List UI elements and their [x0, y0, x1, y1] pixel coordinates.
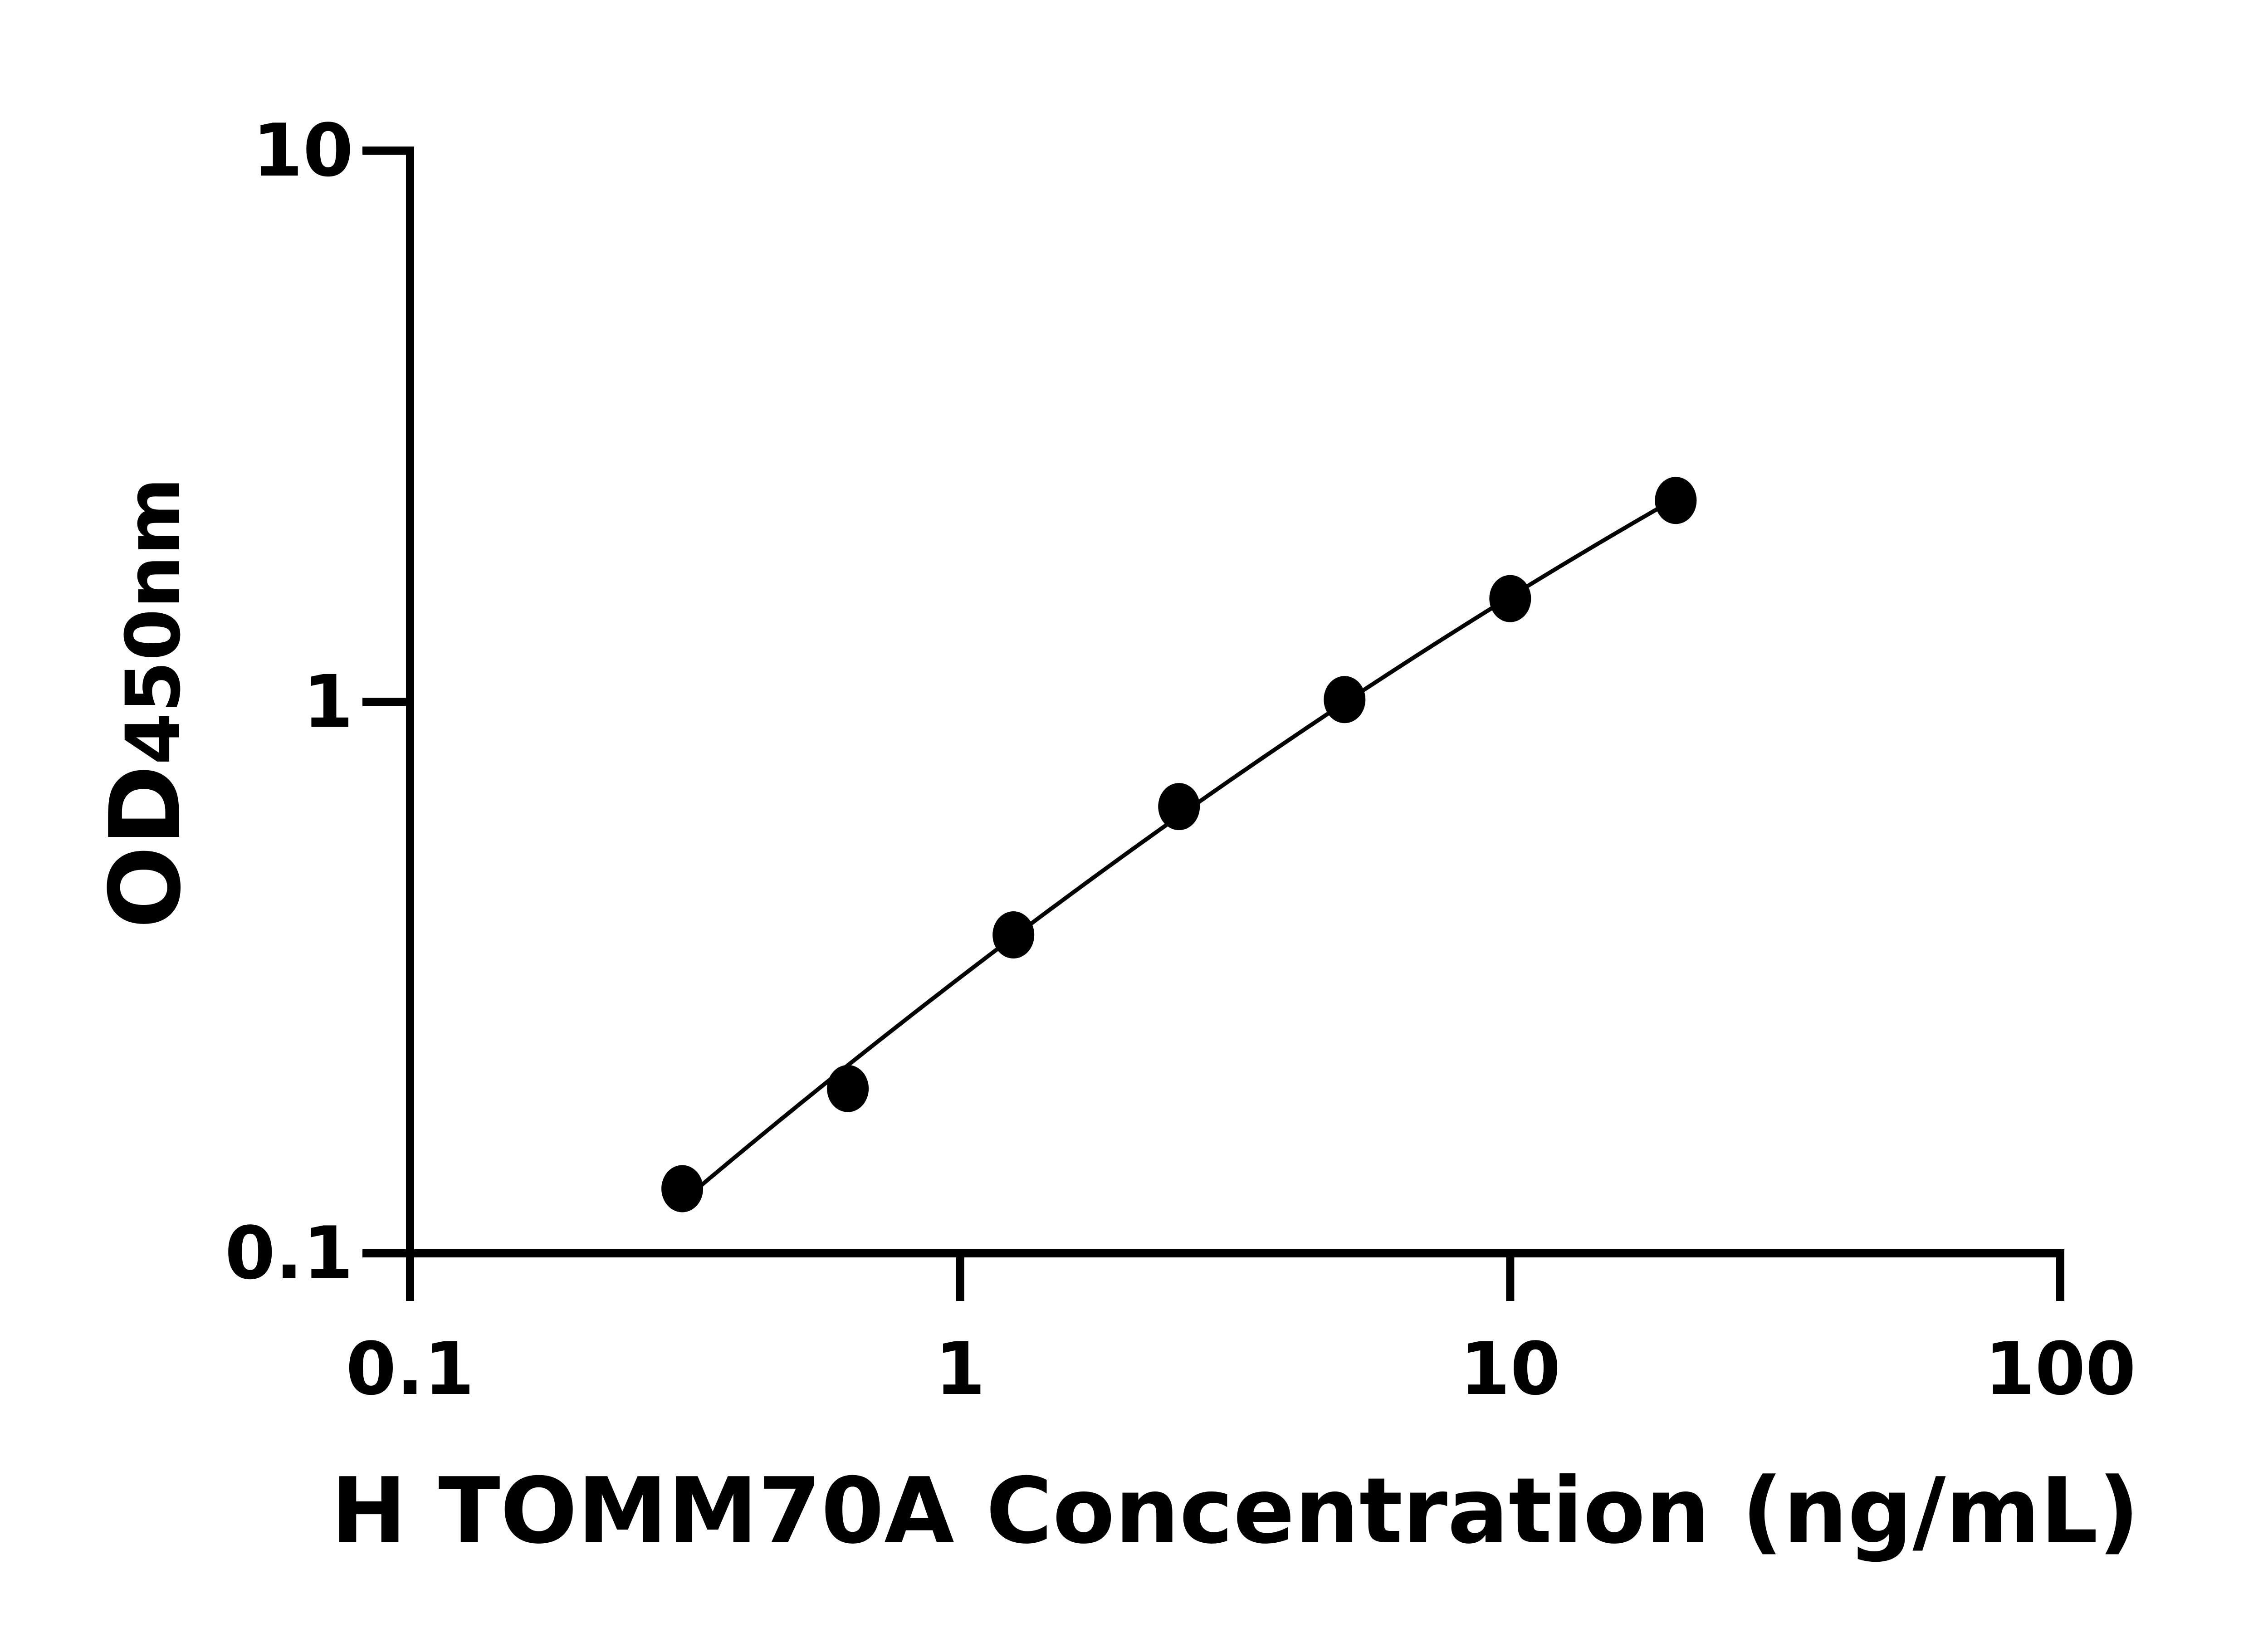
y-tick-labels: 0.1 1 10: [225, 108, 353, 1296]
x-tick-labels: 0.1 1 10 100: [346, 1326, 2136, 1411]
data-point: [827, 1065, 869, 1112]
y-axis-label: OD450nm: [88, 477, 202, 929]
x-axis-label: H TOMM70A Concentration (ng/mL): [331, 1458, 2139, 1564]
data-point: [1489, 575, 1531, 622]
y-axis-label-sub: 450nm: [110, 477, 197, 765]
x-tick-label: 100: [1984, 1326, 2136, 1411]
data-point: [1324, 676, 1366, 724]
x-tick-label: 10: [1460, 1326, 1561, 1411]
axes: [362, 147, 2064, 1301]
data-point: [661, 1165, 704, 1213]
y-axis-label-main: OD: [88, 765, 202, 929]
y-tick-label: 0.1: [225, 1211, 353, 1296]
data-point: [1158, 783, 1200, 831]
y-tick-label: 1: [303, 660, 353, 744]
y-tick-label: 10: [252, 108, 353, 193]
x-tick-label: 0.1: [346, 1326, 474, 1411]
data-point: [992, 911, 1035, 959]
data-points: [661, 477, 1697, 1213]
data-point: [1655, 477, 1697, 524]
x-tick-label: 1: [935, 1326, 985, 1411]
